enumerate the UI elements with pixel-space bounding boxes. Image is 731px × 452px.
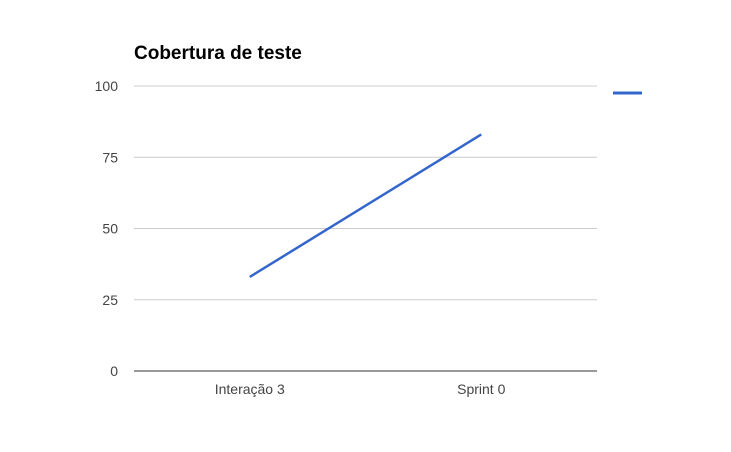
x-axis-ticks: Interação 3 Sprint 0: [215, 381, 506, 397]
y-axis-ticks: 0 25 50 75 100: [95, 78, 119, 379]
y-tick-label: 25: [102, 292, 118, 308]
y-tick-label: 0: [110, 363, 118, 379]
y-tick-label: 100: [95, 78, 119, 94]
y-tick-label: 50: [102, 221, 118, 237]
x-tick-label: Interação 3: [215, 381, 285, 397]
chart-title: Cobertura de teste: [134, 43, 302, 64]
y-tick-label: 75: [102, 149, 118, 165]
series-line-0: [250, 134, 482, 277]
series-lines: [250, 134, 482, 277]
x-tick-label: Sprint 0: [457, 381, 505, 397]
gridlines: [134, 86, 597, 300]
